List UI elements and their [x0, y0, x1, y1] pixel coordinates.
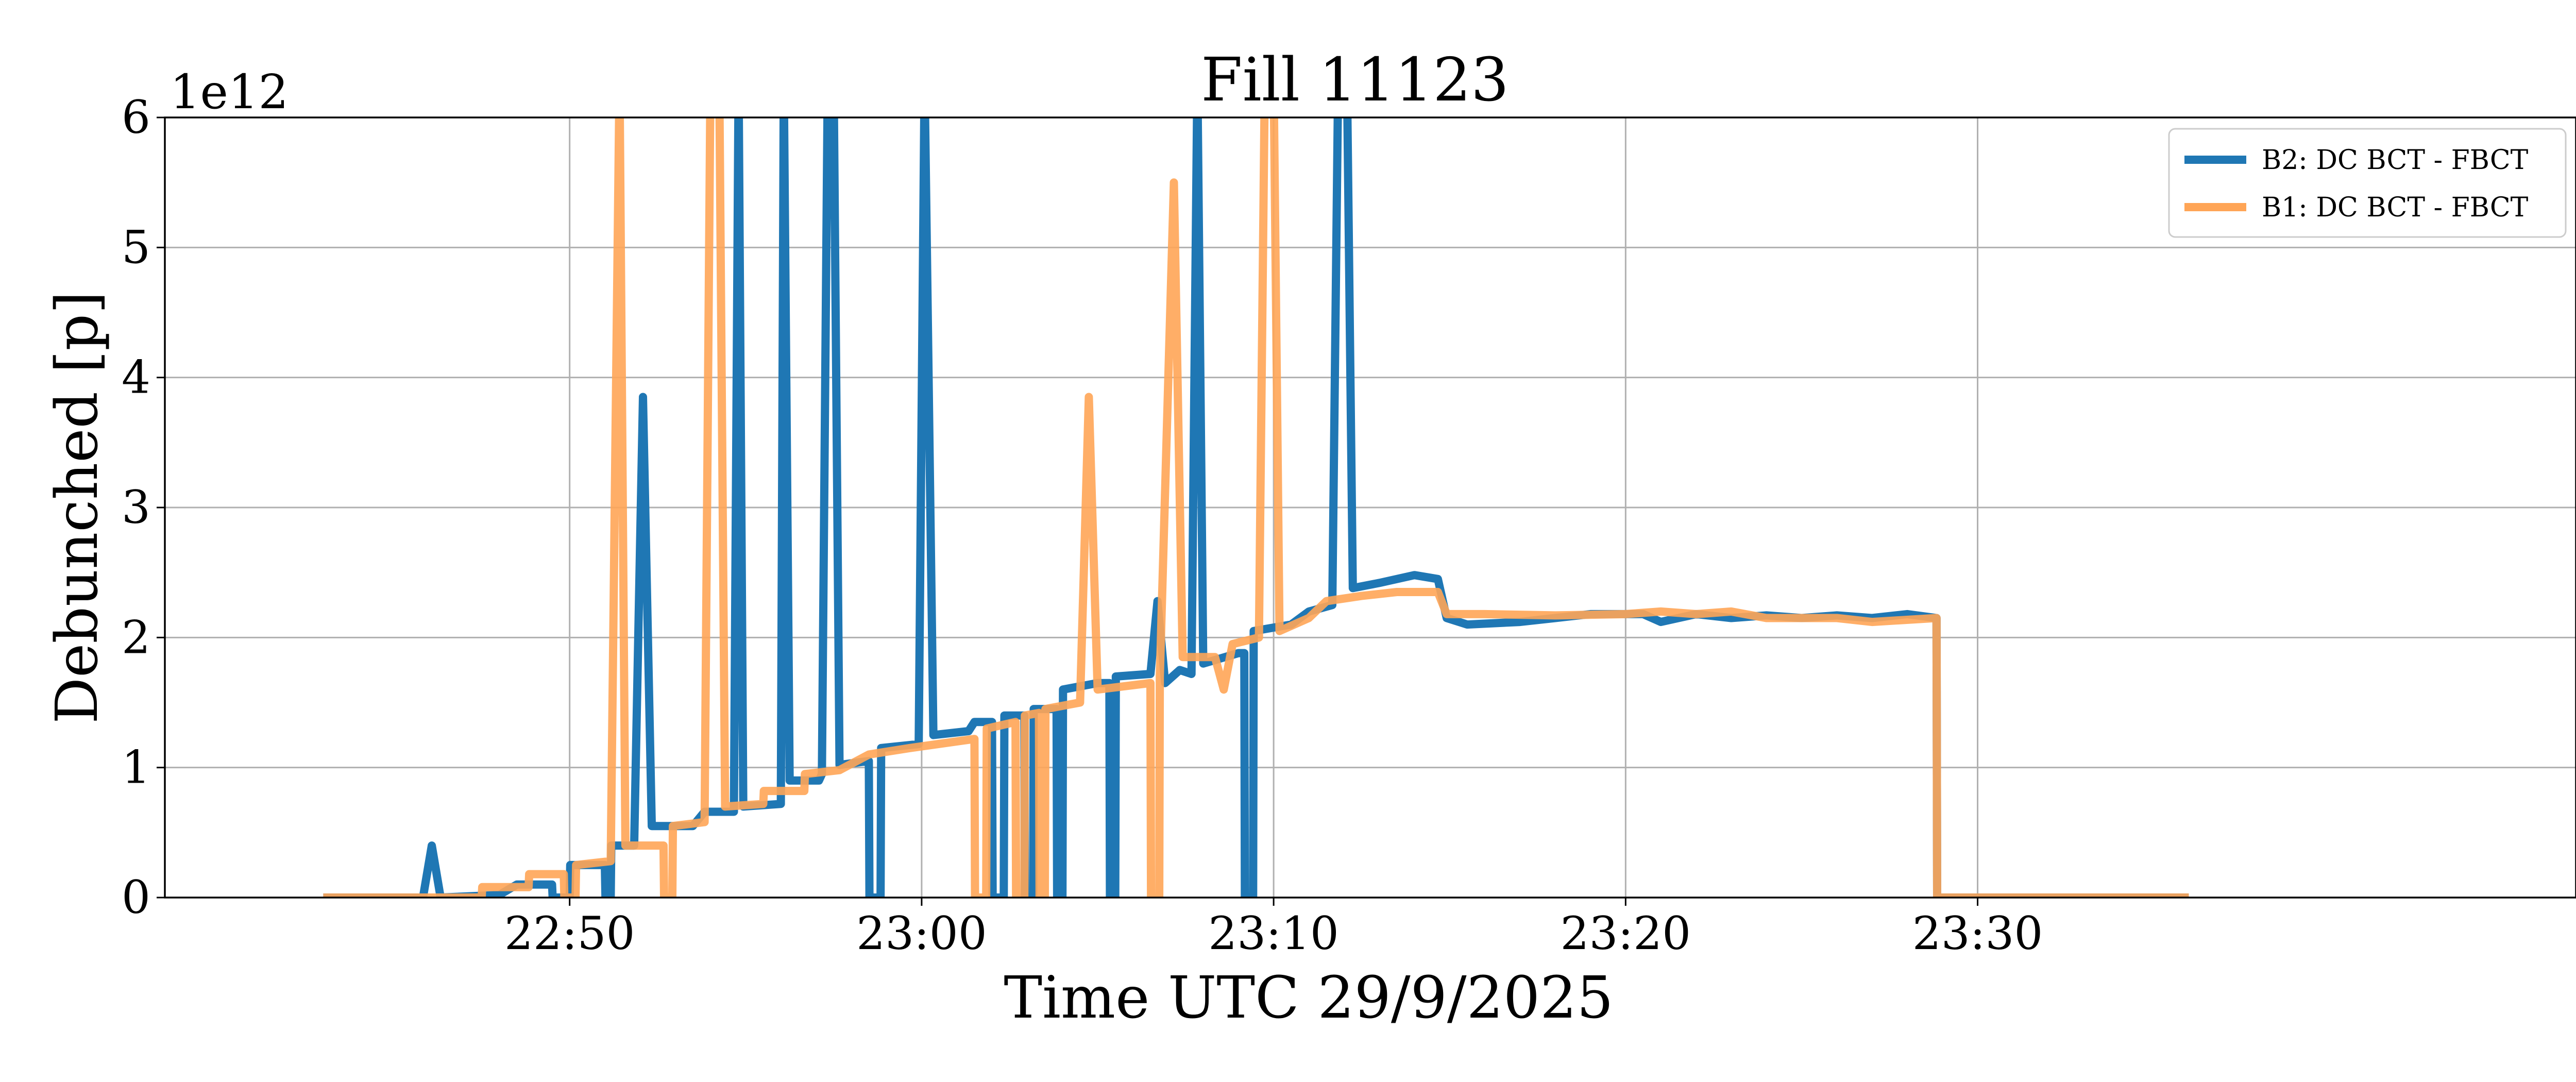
- y-tick-label: 1: [122, 741, 150, 794]
- legend: B2: DC BCT - FBCT B1: DC BCT - FBCT: [2168, 128, 2567, 238]
- x-tick-label: 23:30: [1912, 907, 2043, 960]
- y-tick-label: 6: [122, 91, 150, 144]
- y-tick-label: 2: [122, 611, 150, 664]
- y-tick-label: 4: [122, 351, 150, 404]
- x-axis-label: Time UTC 29/9/2025: [1004, 965, 1613, 1032]
- x-tick-label: 23:10: [1208, 907, 1339, 960]
- y-tick-label: 5: [122, 221, 150, 274]
- legend-label: B2: DC BCT - FBCT: [2262, 145, 2529, 176]
- x-tick-label: 23:00: [856, 907, 987, 960]
- x-tick-label: 23:20: [1561, 907, 1691, 960]
- y-axis-offset-label: 1e12: [170, 64, 289, 120]
- legend-label: B1: DC BCT - FBCT: [2262, 192, 2529, 223]
- series-line-b1: [323, 117, 2189, 898]
- y-tick-label: 3: [122, 481, 150, 534]
- y-axis-label: Debunched [p]: [44, 291, 111, 724]
- series-layer: [323, 117, 2189, 898]
- x-tick-label: 22:50: [504, 907, 635, 960]
- chart-title: Fill 11123: [1201, 45, 1509, 115]
- ticks: 0 1 2 3 4 5 6 22:50 23:00 23:10 23:20 23:30: [122, 91, 2043, 960]
- legend-frame: [2168, 128, 2567, 238]
- y-tick-label: 0: [122, 871, 150, 924]
